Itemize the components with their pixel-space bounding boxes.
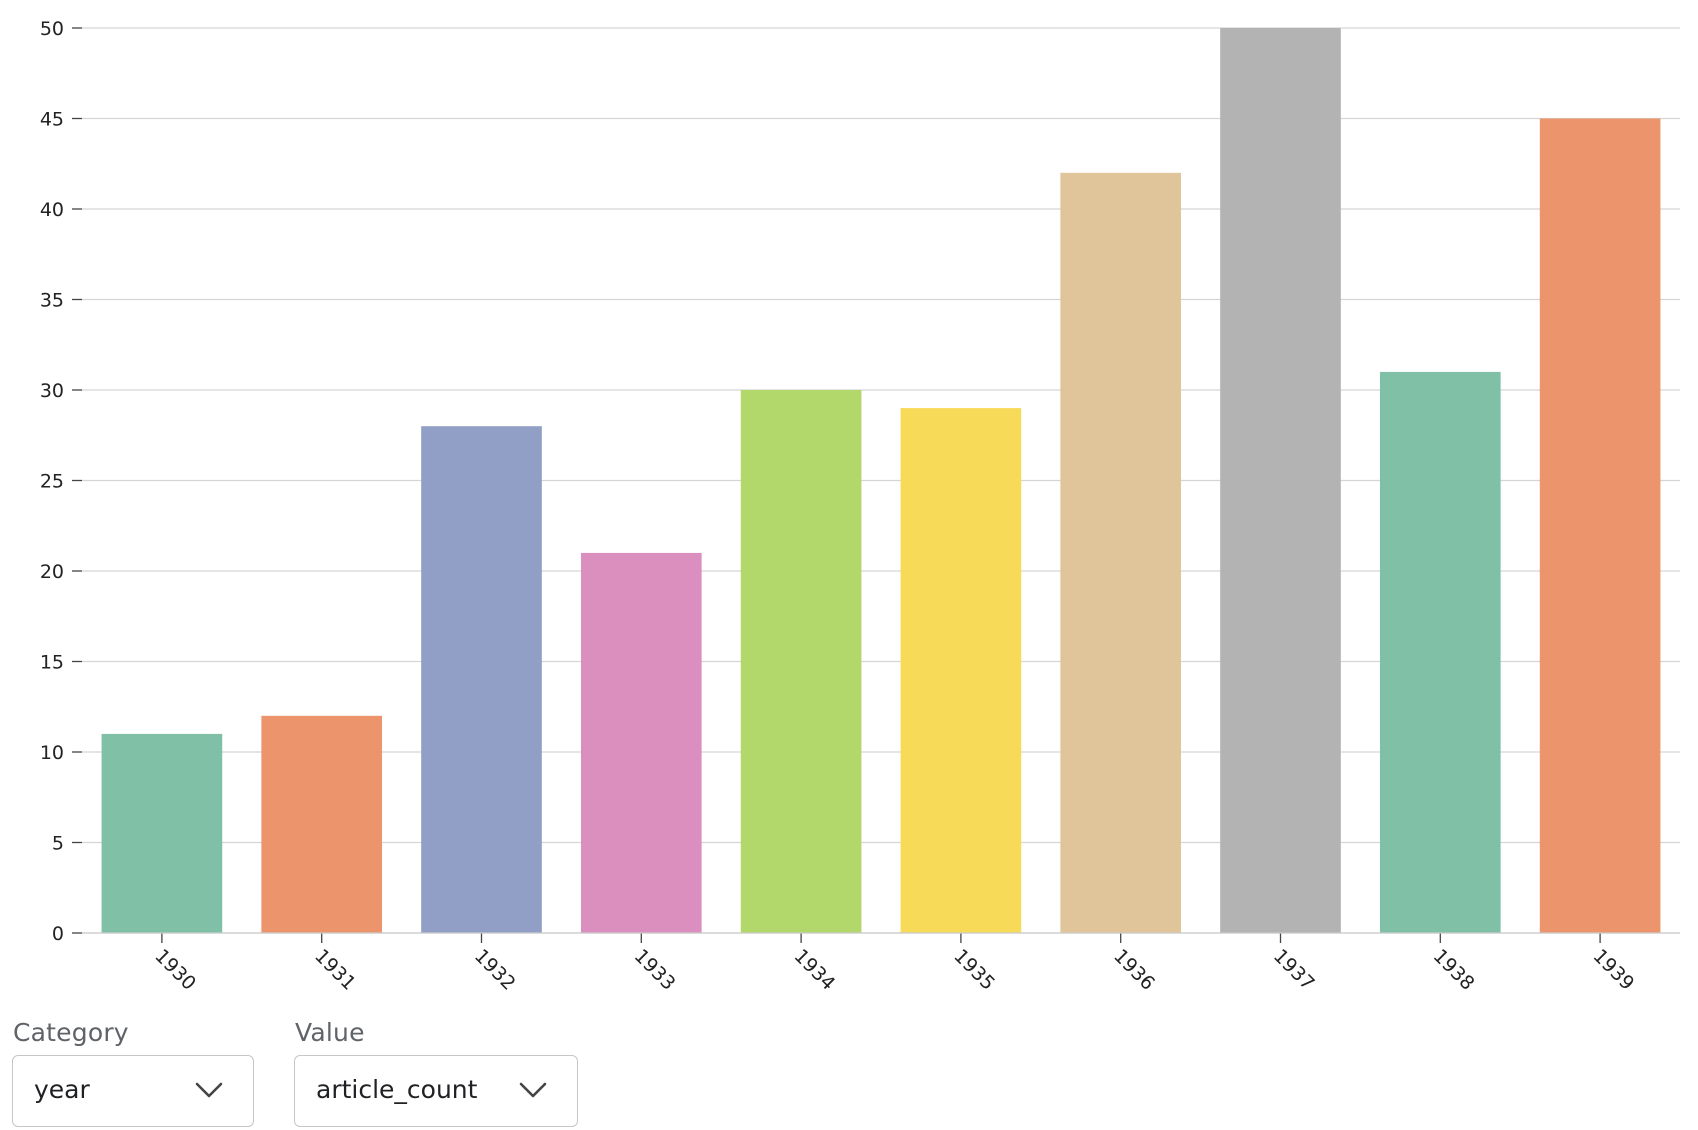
chevron-down-icon: [195, 1082, 223, 1098]
x-tick-label: 1937: [1269, 945, 1319, 995]
y-tick-label: 0: [52, 923, 64, 945]
value-select-value: article_count: [316, 1075, 478, 1104]
bar-1938: [1379, 371, 1501, 933]
bar-1939: [1539, 118, 1661, 933]
x-tick-label: 1938: [1429, 945, 1479, 995]
category-control: Category year: [12, 1018, 254, 1127]
bar-1931: [261, 715, 383, 933]
y-tick-label: 20: [40, 561, 64, 583]
y-tick-label: 30: [40, 380, 64, 402]
bar-1934: [740, 390, 862, 933]
y-tick-label: 5: [52, 833, 64, 855]
x-tick-label: 1936: [1109, 945, 1159, 995]
bar-1930: [101, 733, 223, 933]
bar-chart: 0 5 10 15 20 25 30 35 40 45 50 1930 1931 1932 1933 1934…: [40, 18, 1680, 995]
bar-1932: [421, 426, 542, 933]
x-tick-label: 1933: [630, 945, 680, 995]
y-tick-label: 50: [40, 18, 64, 40]
category-label: Category: [13, 1018, 129, 1047]
x-tick-label: 1932: [470, 945, 520, 995]
category-select[interactable]: year: [12, 1055, 254, 1127]
x-tick-label: 1939: [1589, 945, 1639, 995]
bar-1936: [1060, 172, 1182, 934]
y-tick-label: 45: [40, 109, 64, 131]
bar-1933: [580, 552, 702, 933]
value-select[interactable]: article_count: [294, 1055, 578, 1127]
bars: [101, 28, 1661, 934]
chevron-down-icon: [519, 1082, 547, 1098]
x-tick-label: 1930: [150, 945, 200, 995]
y-tick-label: 15: [40, 652, 64, 674]
value-label: Value: [295, 1018, 365, 1047]
y-tick-label: 10: [40, 742, 64, 764]
category-select-value: year: [34, 1075, 90, 1104]
x-tick-label: 1931: [310, 945, 360, 995]
y-tick-label: 25: [40, 471, 64, 493]
y-tick-label: 35: [40, 290, 64, 312]
bar-1935: [900, 408, 1022, 934]
x-tick-label: 1934: [790, 945, 840, 995]
x-tick-label: 1935: [949, 945, 999, 995]
bar-1937: [1220, 28, 1341, 933]
value-control: Value article_count: [294, 1018, 578, 1127]
y-tick-label: 40: [40, 199, 64, 221]
